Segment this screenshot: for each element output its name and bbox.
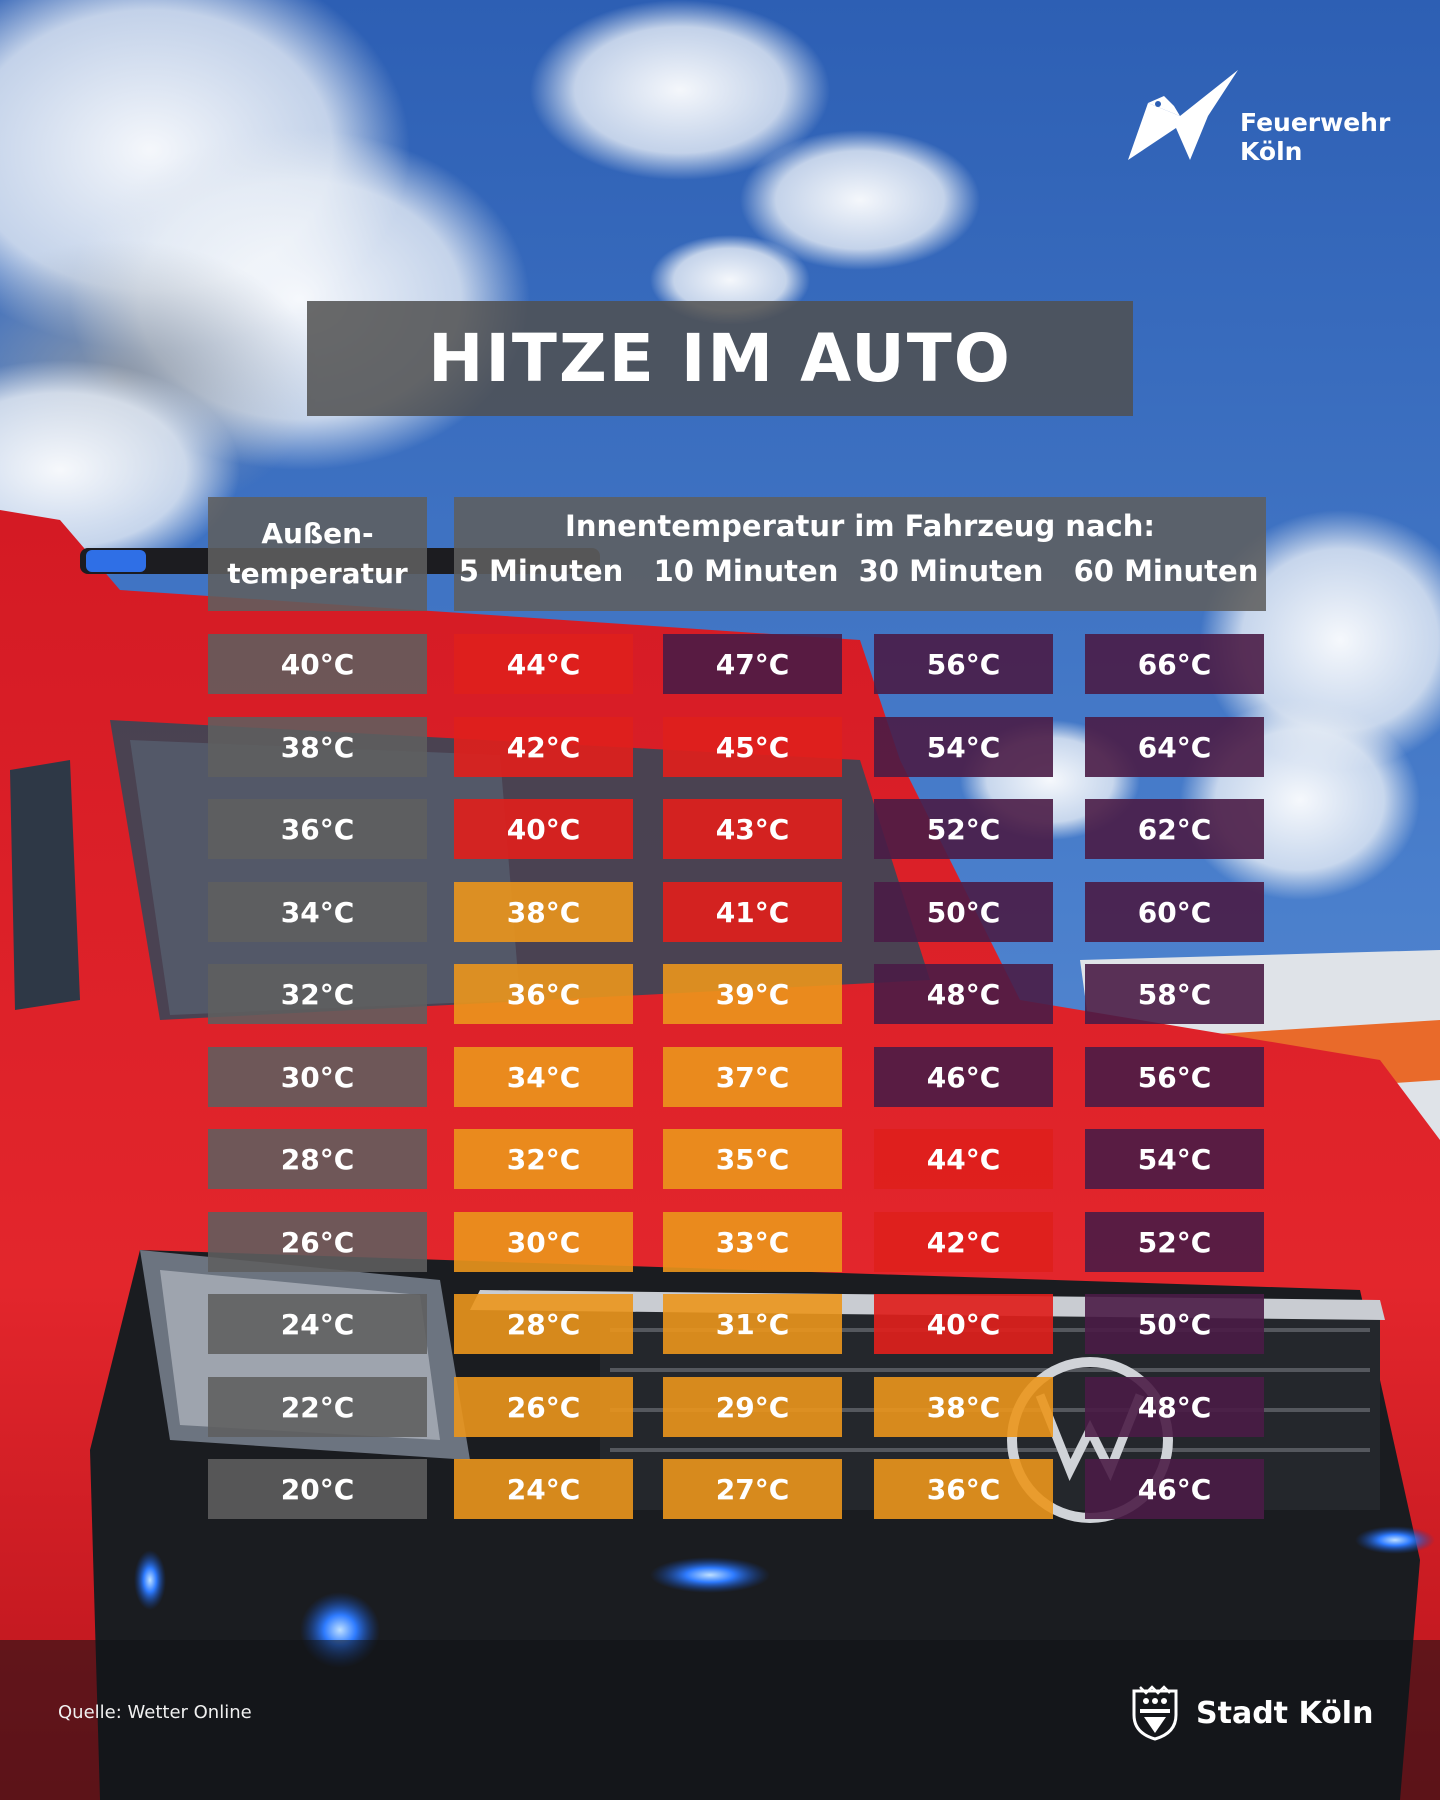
inside-temp-cell: 56°C — [1085, 1047, 1264, 1107]
inside-temp-cell: 54°C — [1085, 1129, 1264, 1189]
inside-temp-cell: 41°C — [663, 882, 842, 942]
outside-temp-header-line1: Außen- — [261, 517, 374, 550]
inside-temp-cell: 35°C — [663, 1129, 842, 1189]
feuerwehr-logo-text: Feuerwehr Köln — [1240, 108, 1390, 166]
outside-temp-cell: 22°C — [208, 1377, 427, 1437]
inside-temp-cell: 66°C — [1085, 634, 1264, 694]
inside-temp-cell: 37°C — [663, 1047, 842, 1107]
inside-temp-cell: 47°C — [663, 634, 842, 694]
outside-temp-cell: 34°C — [208, 882, 427, 942]
page-title: HITZE IM AUTO — [307, 301, 1133, 416]
inside-temp-cell: 50°C — [1085, 1294, 1264, 1354]
outside-temp-cell: 24°C — [208, 1294, 427, 1354]
inside-temp-cell: 33°C — [663, 1212, 842, 1272]
inside-temp-cell: 50°C — [874, 882, 1053, 942]
inside-temp-cell: 32°C — [454, 1129, 633, 1189]
inside-temp-cell: 46°C — [1085, 1459, 1264, 1519]
outside-temp-cell: 40°C — [208, 634, 427, 694]
inside-temp-cell: 36°C — [454, 964, 633, 1024]
column-header-10-min: 10 Minuten — [653, 554, 839, 588]
inside-temp-cell: 36°C — [874, 1459, 1053, 1519]
outside-temp-header-line2: temperatur — [227, 557, 408, 590]
outside-temp-cell: 38°C — [208, 717, 427, 777]
cologne-crest-icon — [1132, 1685, 1178, 1741]
inside-temp-cell: 44°C — [454, 634, 633, 694]
inside-temp-cell: 40°C — [874, 1294, 1053, 1354]
source-note: Quelle: Wetter Online — [58, 1702, 252, 1723]
inside-temp-cell: 56°C — [874, 634, 1053, 694]
inside-temp-cell: 52°C — [1085, 1212, 1264, 1272]
outside-temp-cell: 26°C — [208, 1212, 427, 1272]
feuerwehr-logo-line1: Feuerwehr — [1240, 108, 1391, 137]
inside-temp-cell: 46°C — [874, 1047, 1053, 1107]
outside-temp-cell: 28°C — [208, 1129, 427, 1189]
feuerwehr-logo-line2: Köln — [1240, 137, 1303, 166]
inside-temp-cell: 45°C — [663, 717, 842, 777]
inside-temp-cell: 62°C — [1085, 799, 1264, 859]
inside-temp-caption: Innentemperatur im Fahrzeug nach: — [565, 509, 1155, 543]
inside-temp-cell: 64°C — [1085, 717, 1264, 777]
inside-temp-cell: 26°C — [454, 1377, 633, 1437]
outside-temp-cell: 30°C — [208, 1047, 427, 1107]
eagle-flag-icon — [1128, 70, 1238, 160]
inside-temp-cell: 27°C — [663, 1459, 842, 1519]
column-header-30-min: 30 Minuten — [858, 554, 1044, 588]
inside-temp-cell: 54°C — [874, 717, 1053, 777]
inside-temp-cell: 34°C — [454, 1047, 633, 1107]
inside-temp-cell: 39°C — [663, 964, 842, 1024]
inside-temp-cell: 58°C — [1085, 964, 1264, 1024]
feuerwehr-koeln-logo: Feuerwehr Köln — [1128, 68, 1390, 168]
inside-temp-cell: 42°C — [454, 717, 633, 777]
inside-temp-cell: 38°C — [874, 1377, 1053, 1437]
inside-temp-cell: 38°C — [454, 882, 633, 942]
inside-temp-cell: 52°C — [874, 799, 1053, 859]
inside-temp-cell: 29°C — [663, 1377, 842, 1437]
inside-temp-cell: 48°C — [1085, 1377, 1264, 1437]
column-header-60-min: 60 Minuten — [1073, 554, 1259, 588]
outside-temp-header: Außen- temperatur — [208, 497, 427, 611]
stadt-koeln-logo-text: Stadt Köln — [1196, 1695, 1374, 1731]
inside-temp-cell: 43°C — [663, 799, 842, 859]
outside-temp-cell: 36°C — [208, 799, 427, 859]
inside-temp-cell: 30°C — [454, 1212, 633, 1272]
outside-temp-cell: 20°C — [208, 1459, 427, 1519]
inside-temp-cell: 60°C — [1085, 882, 1264, 942]
inside-temp-cell: 28°C — [454, 1294, 633, 1354]
inside-temp-header: Innentemperatur im Fahrzeug nach: 5 Minu… — [454, 497, 1266, 611]
stadt-koeln-logo: Stadt Köln — [1128, 1683, 1373, 1743]
inside-temp-cell: 31°C — [663, 1294, 842, 1354]
inside-temp-cell: 40°C — [454, 799, 633, 859]
column-header-5-min: 5 Minuten — [458, 554, 624, 588]
outside-temp-cell: 32°C — [208, 964, 427, 1024]
inside-temp-cell: 48°C — [874, 964, 1053, 1024]
inside-temp-cell: 24°C — [454, 1459, 633, 1519]
inside-temp-cell: 42°C — [874, 1212, 1053, 1272]
inside-temp-cell: 44°C — [874, 1129, 1053, 1189]
